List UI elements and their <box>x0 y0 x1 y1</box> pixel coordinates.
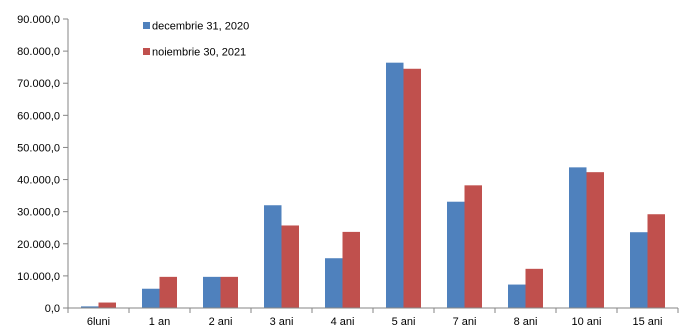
y-ticks: 0,0 10.000,0 20.000,0 30.000,0 40.000,0 50.00… <box>17 14 68 315</box>
bar-series-2 <box>159 276 177 308</box>
bar-series-2 <box>342 231 360 308</box>
bar-series-1 <box>264 205 282 308</box>
legend-swatch <box>143 22 150 29</box>
bar-series-2 <box>464 185 482 308</box>
bars-layer <box>81 62 665 309</box>
bar-series-1 <box>81 306 99 308</box>
legend: decembrie 31, 2020 noiembrie 30, 2021 <box>143 21 249 59</box>
legend-label: noiembrie 30, 2021 <box>152 47 246 59</box>
x-tick-label: 2 ani <box>209 316 233 328</box>
bar-series-1 <box>203 276 221 308</box>
x-tick-label: 8 ani <box>514 316 538 328</box>
bar-series-1 <box>142 288 160 308</box>
bar-series-1 <box>447 201 465 308</box>
x-tick-label: 7 ani <box>453 316 477 328</box>
y-tick-label: 30.000,0 <box>17 207 60 219</box>
bar-series-1 <box>569 167 587 308</box>
y-tick-label: 10.000,0 <box>17 271 60 283</box>
x-tick-label: 15 ani <box>633 316 663 328</box>
x-ticks: 6luni 1 an 2 ani 3 ani 4 ani 5 ani 7 ani 8 ani 1… <box>67 308 679 328</box>
bar-series-2 <box>647 214 665 308</box>
x-tick-label: 1 an <box>149 316 170 328</box>
legend-swatch <box>143 48 150 55</box>
y-tick-label: 20.000,0 <box>17 239 60 251</box>
bar-series-2 <box>403 68 421 309</box>
bar-series-2 <box>525 268 543 308</box>
bar-series-2 <box>98 302 116 308</box>
y-tick-label: 50.000,0 <box>17 142 60 154</box>
legend-label: decembrie 31, 2020 <box>152 21 249 33</box>
y-tick-label: 90.000,0 <box>17 14 60 26</box>
x-tick-label: 4 ani <box>331 316 355 328</box>
bar-series-2 <box>220 276 238 308</box>
bar-series-2 <box>586 172 604 308</box>
bar-series-1 <box>386 62 404 308</box>
bar-series-1 <box>325 258 343 308</box>
x-tick-label: 3 ani <box>270 316 294 328</box>
y-tick-label: 0,0 <box>45 303 60 315</box>
y-tick-label: 70.000,0 <box>17 78 60 90</box>
bar-series-1 <box>508 284 526 308</box>
x-tick-label: 5 ani <box>392 316 416 328</box>
x-tick-label: 10 ani <box>572 316 602 328</box>
bar-series-2 <box>281 225 299 308</box>
y-tick-label: 60.000,0 <box>17 110 60 122</box>
bar-series-1 <box>630 232 648 308</box>
x-tick-label: 6luni <box>87 316 110 328</box>
y-tick-label: 40.000,0 <box>17 175 60 187</box>
y-tick-label: 80.000,0 <box>17 46 60 58</box>
